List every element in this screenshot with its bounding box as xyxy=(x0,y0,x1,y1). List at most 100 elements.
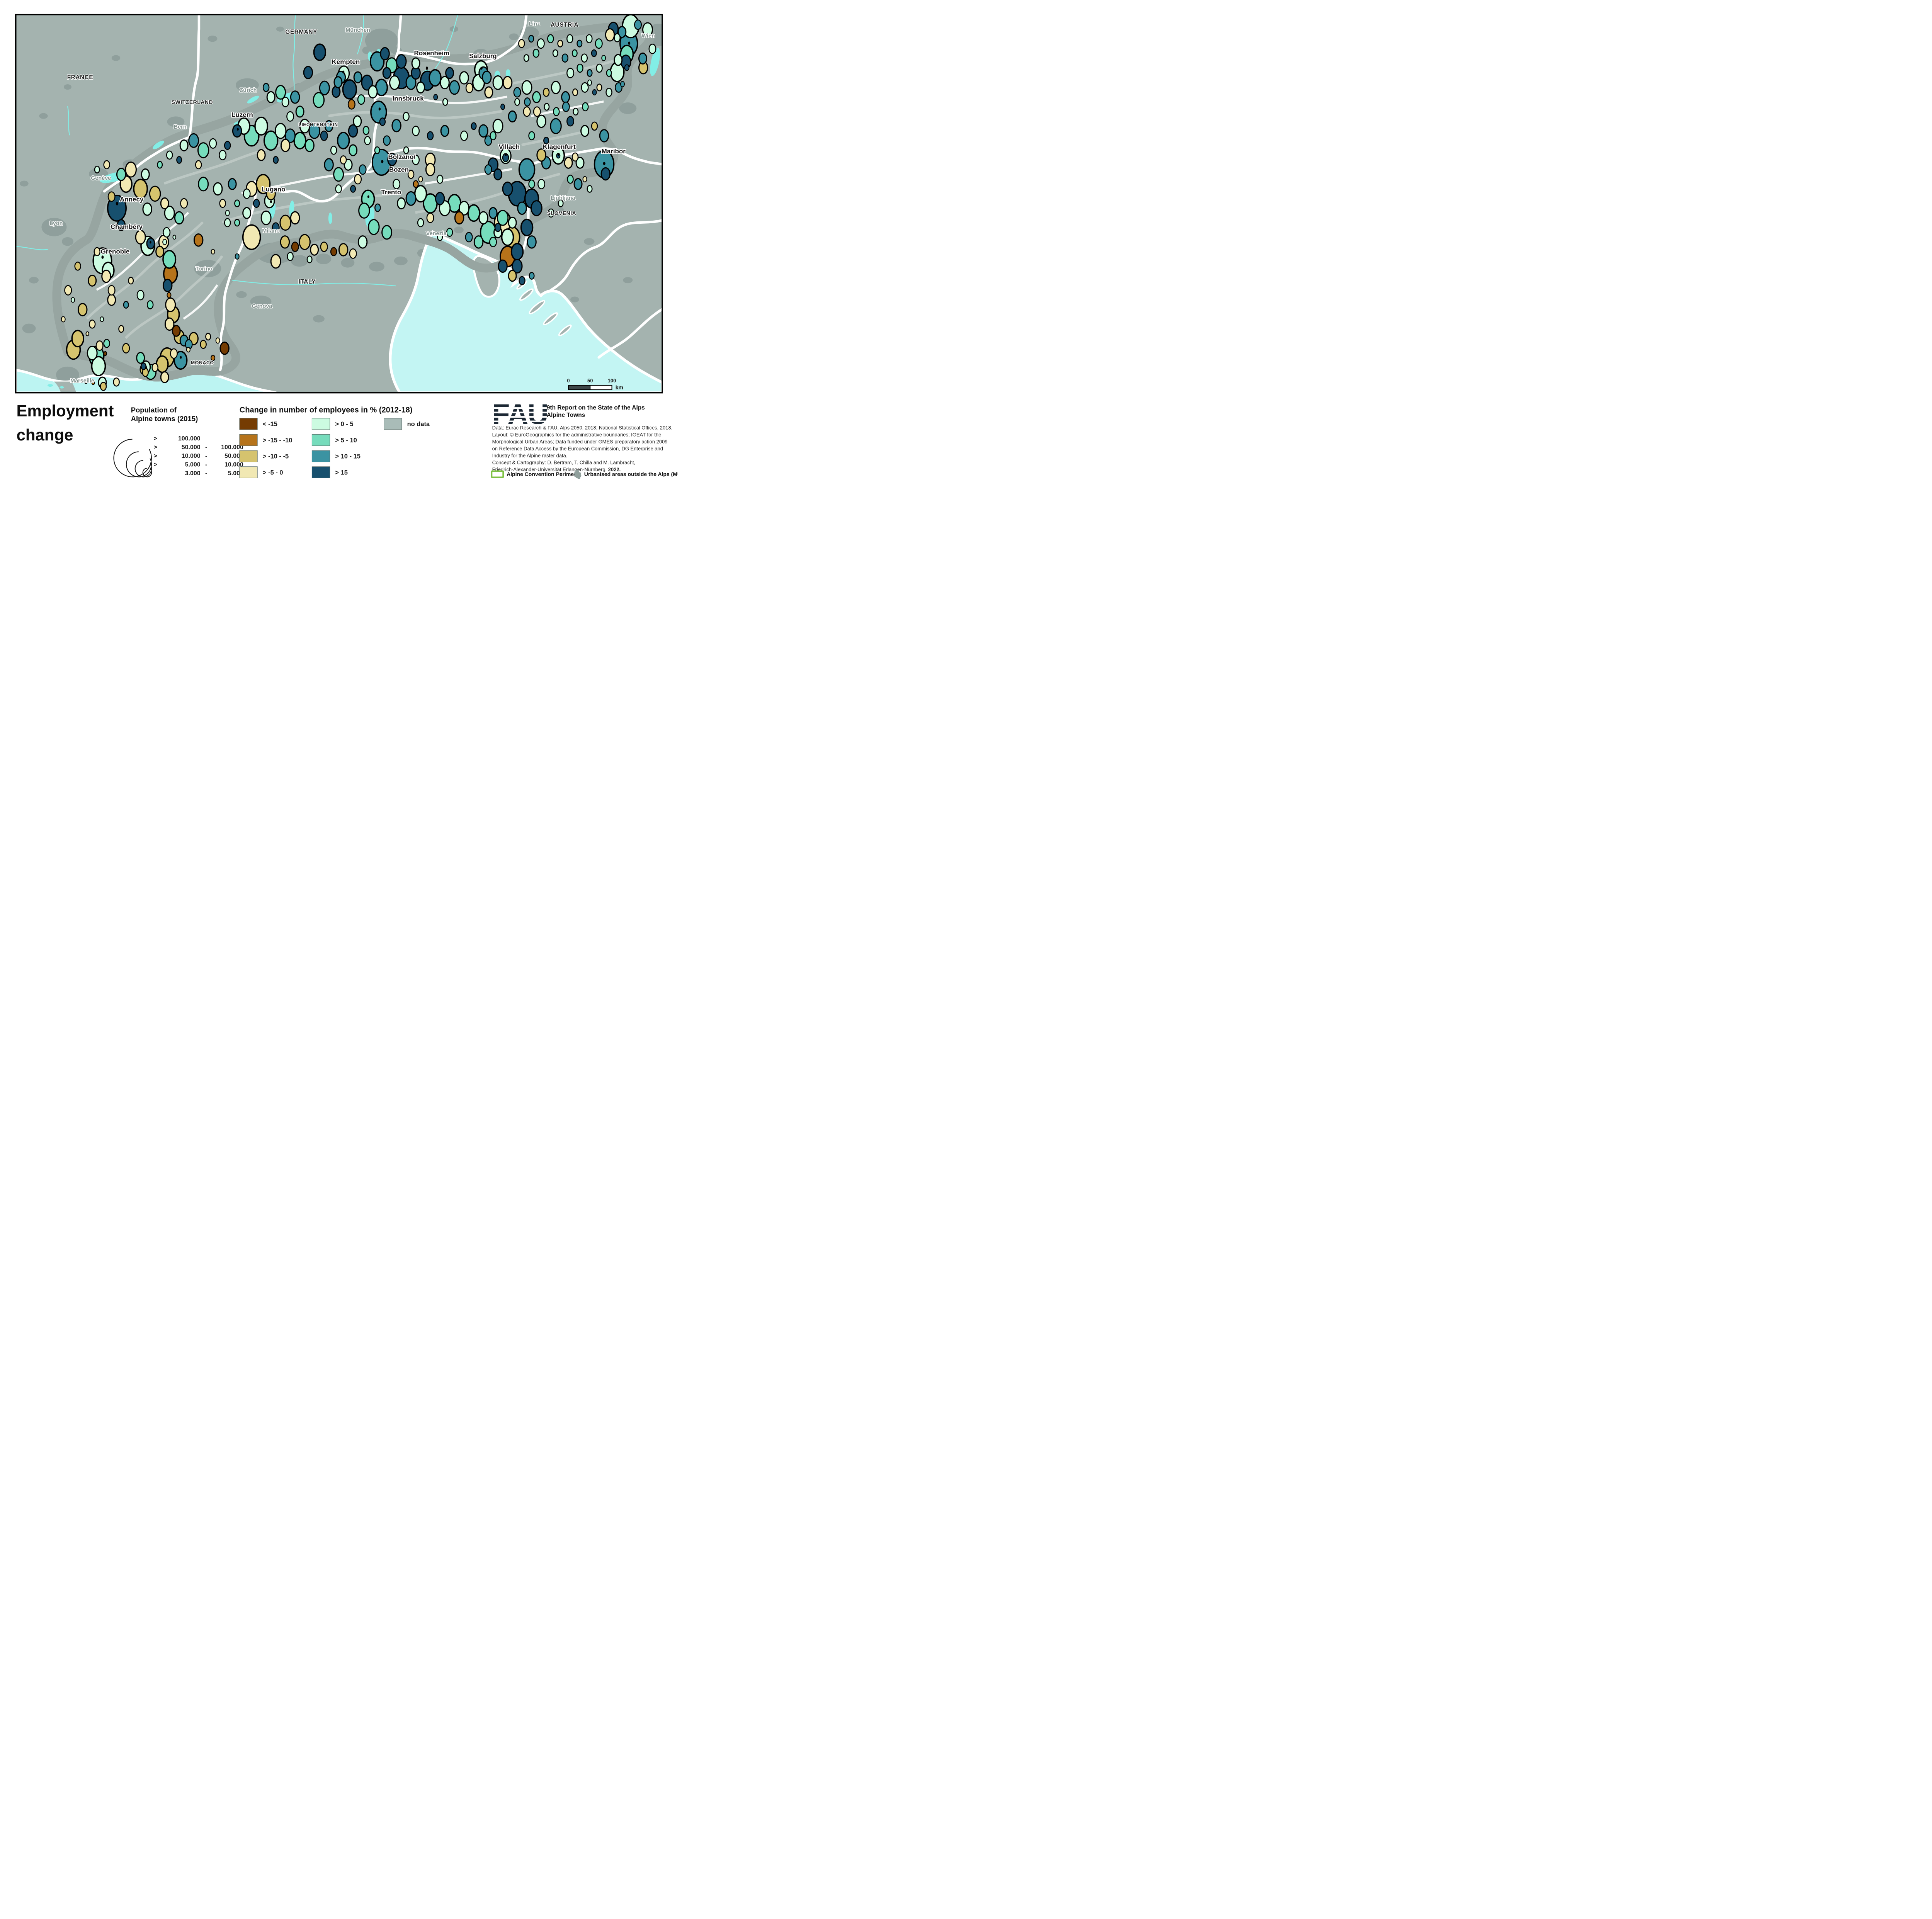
town-center-dot xyxy=(116,202,119,206)
town-bubble xyxy=(587,185,593,193)
town-bubble xyxy=(303,66,313,79)
town-bubble xyxy=(536,148,546,162)
town-bubble xyxy=(605,88,612,97)
town-bubble xyxy=(440,76,450,90)
change-class-label: > 10 - 15 xyxy=(335,453,361,460)
town-bubble xyxy=(397,197,406,209)
town-bubble xyxy=(228,178,237,190)
town-bubble xyxy=(299,234,311,250)
town-bubble xyxy=(482,70,492,84)
town-bubble xyxy=(501,228,514,246)
town-bubble xyxy=(179,139,189,151)
scale-0: 0 xyxy=(567,378,570,384)
town-bubble xyxy=(188,133,199,148)
change-class-swatch xyxy=(239,434,258,446)
town-bubble xyxy=(414,185,427,203)
town-bubble xyxy=(484,135,492,146)
town-center-dot xyxy=(557,153,560,156)
town-bubble xyxy=(164,317,175,331)
town-bubble xyxy=(359,164,367,175)
town-label: Klagenfurt xyxy=(543,143,576,151)
town-bubble xyxy=(219,150,227,160)
town-bubble xyxy=(459,201,470,216)
town-bubble xyxy=(561,53,569,63)
town-bubble xyxy=(140,362,146,371)
town-bubble xyxy=(281,97,289,107)
town-bubble xyxy=(358,202,370,219)
town-bubble xyxy=(460,130,468,141)
city-label: Zürich xyxy=(240,87,257,93)
town-bubble xyxy=(508,216,517,229)
town-bubble xyxy=(242,207,252,219)
country-label: ITALY xyxy=(299,279,316,285)
population-row-dash: - xyxy=(205,462,207,468)
population-row-gt: > xyxy=(153,462,157,468)
town-bubble xyxy=(91,380,95,385)
town-bubble xyxy=(94,247,100,257)
change-class-label: > -10 - -5 xyxy=(263,453,289,460)
town-bubble xyxy=(306,255,313,263)
town-bubble xyxy=(529,272,535,280)
town-bubble xyxy=(340,155,347,165)
town-bubble xyxy=(403,146,409,154)
page: GERMANY FRANCE SWITZERLAND LIECHTENSTEIN AUS… xyxy=(0,0,678,480)
map-canvas: GERMANY FRANCE SWITZERLAND LIECHTENSTEIN AUS… xyxy=(15,14,663,393)
town-bubble xyxy=(342,79,357,100)
town-bubble xyxy=(166,150,173,160)
population-row-dash: - xyxy=(205,470,207,477)
town-bubble xyxy=(125,161,137,178)
city-label: Lyon xyxy=(49,221,63,227)
town-bubble xyxy=(225,210,230,216)
town-bubble xyxy=(219,199,226,208)
change-class-swatch xyxy=(311,418,330,430)
town-center-dot xyxy=(180,356,182,359)
town-bubble xyxy=(492,119,503,134)
town-bubble xyxy=(467,204,480,222)
town-bubble xyxy=(411,57,420,70)
town-bubble xyxy=(418,176,423,182)
town-bubble xyxy=(396,54,407,69)
change-class-label: > -5 - 0 xyxy=(263,469,283,476)
city-label: Torino xyxy=(196,266,213,272)
town-bubble xyxy=(136,352,145,364)
town-bubble xyxy=(473,235,484,249)
town-label: Bozen xyxy=(389,166,409,173)
town-bubble xyxy=(380,47,390,61)
town-bubble xyxy=(528,131,535,141)
town-bubble xyxy=(266,187,276,201)
town-bubble xyxy=(170,348,178,359)
town-bubble xyxy=(61,316,66,323)
town-bubble xyxy=(512,258,523,274)
town-bubble xyxy=(614,33,621,42)
town-bubble xyxy=(437,233,443,241)
town-bubble xyxy=(524,97,531,107)
change-class-label: > 15 xyxy=(335,469,348,476)
town-bubble xyxy=(492,75,503,90)
town-bubble xyxy=(107,294,116,306)
town-bubble xyxy=(617,26,627,38)
town-bubble xyxy=(163,227,171,238)
town-bubble xyxy=(562,101,570,112)
town-bubble xyxy=(180,198,188,209)
town-bubble xyxy=(368,85,378,99)
town-bubble xyxy=(638,52,648,65)
town-bubble xyxy=(573,107,579,116)
croatian-islands xyxy=(516,280,572,337)
town-bubble xyxy=(484,164,492,175)
town-bubble xyxy=(176,156,182,164)
country-label: LIECHTENSTEIN xyxy=(299,122,338,127)
town-bubble xyxy=(135,229,146,245)
town-bubble xyxy=(591,121,598,131)
population-row-value: 10.000 xyxy=(182,453,201,459)
city-label: Venezia xyxy=(426,231,447,237)
town-bubble xyxy=(435,192,445,206)
town-bubble xyxy=(164,206,175,221)
town-center-dot xyxy=(480,66,483,70)
town-bubble xyxy=(405,191,417,206)
town-bubble xyxy=(215,337,220,344)
town-bubble xyxy=(446,228,453,237)
town-bubble xyxy=(286,111,294,122)
fau-logo: FAU xyxy=(492,398,548,430)
town-bubble xyxy=(224,218,231,228)
town-bubble xyxy=(173,351,188,370)
